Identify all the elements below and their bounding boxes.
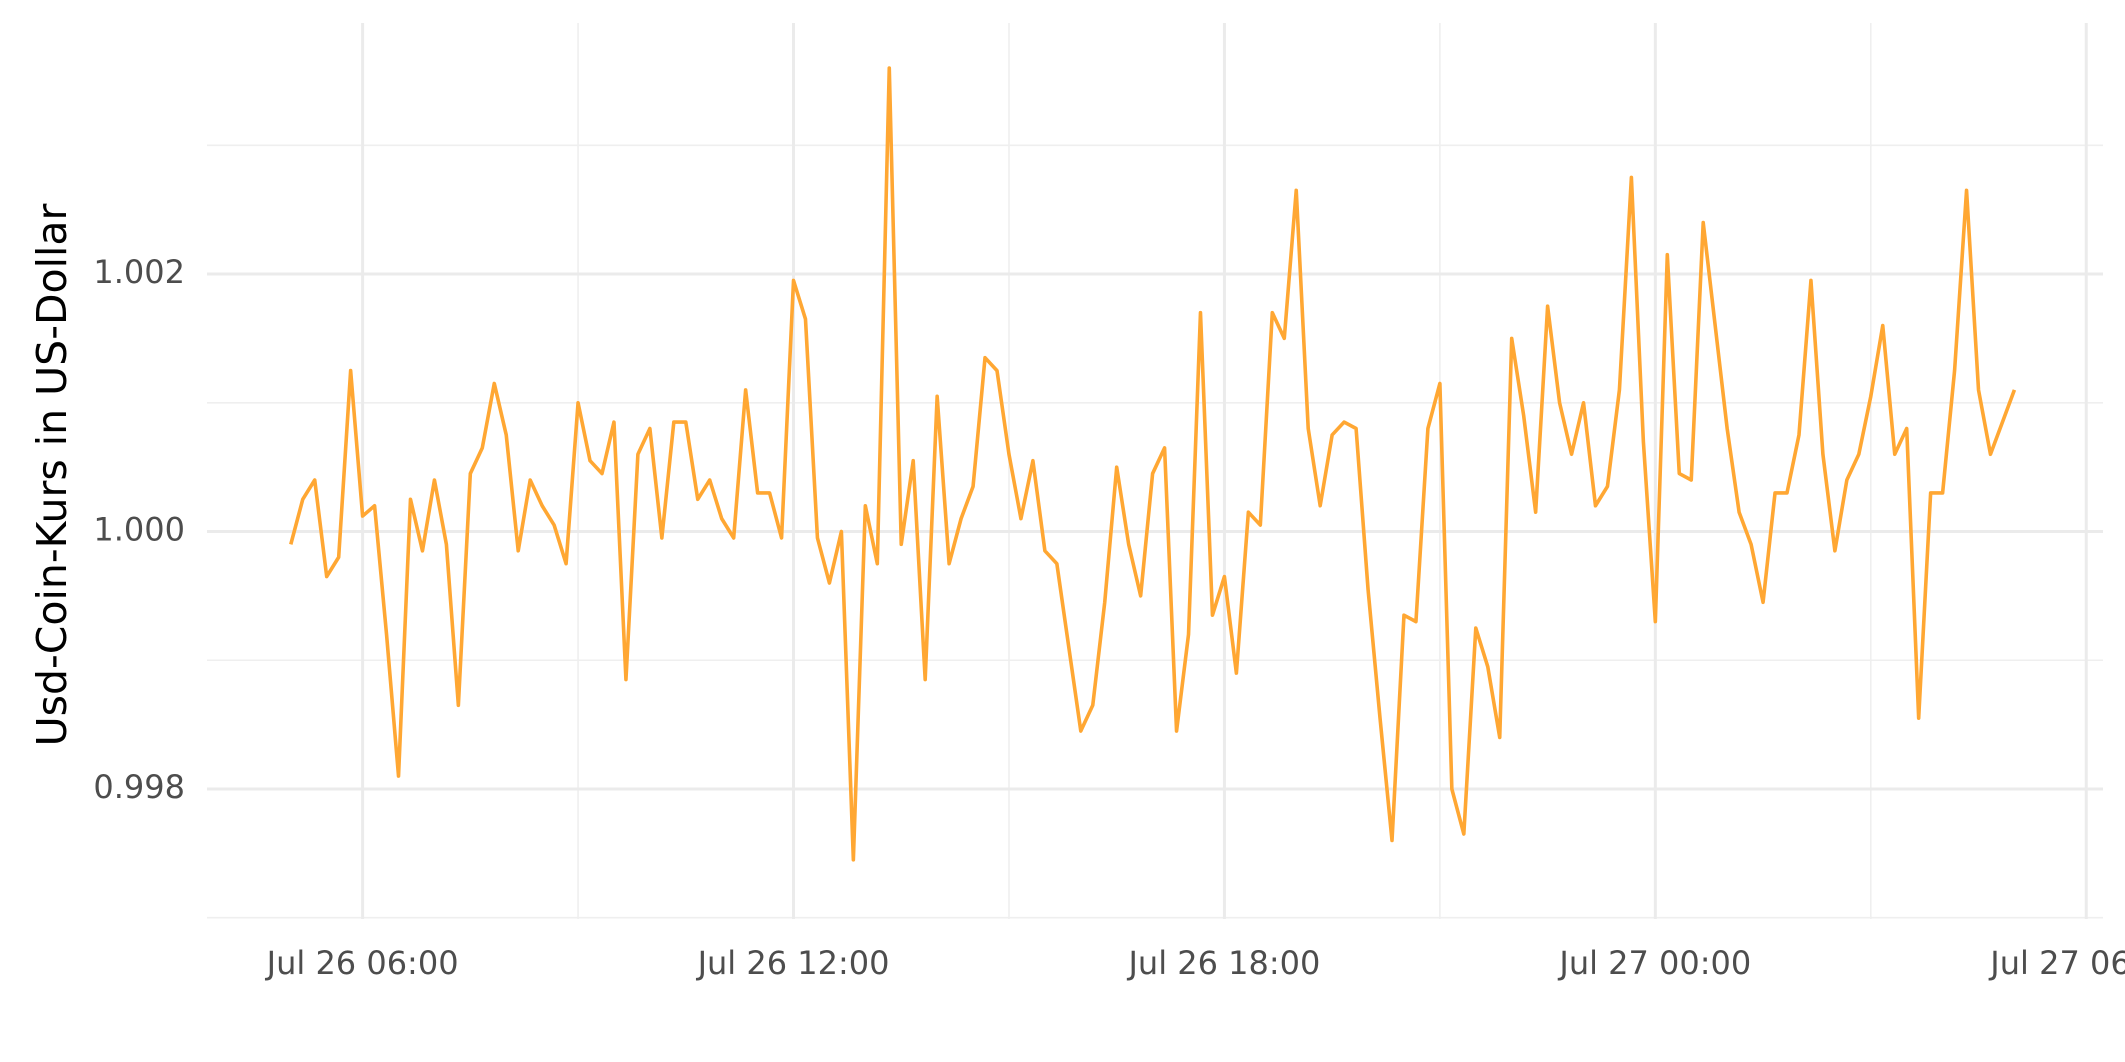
y-tick-label: 1.002: [93, 253, 185, 291]
y-tick-label: 1.000: [93, 511, 185, 549]
y-axis-title: Usd-Coin-Kurs in US-Dollar: [28, 203, 76, 746]
price-line: [289, 66, 2017, 862]
x-tick-label: Jul 27 06:00: [1988, 944, 2125, 982]
x-tick-label: Jul 26 12:00: [696, 944, 890, 982]
y-tick-label: 0.998: [93, 768, 185, 806]
x-tick-label: Jul 26 06:00: [265, 944, 459, 982]
x-tick-label: Jul 26 18:00: [1126, 944, 1320, 982]
x-tick-label: Jul 27 00:00: [1557, 944, 1751, 982]
